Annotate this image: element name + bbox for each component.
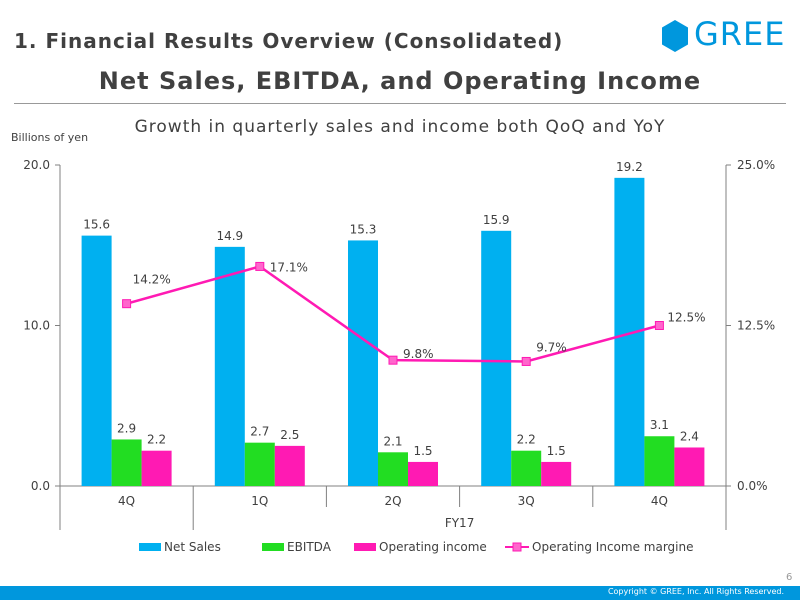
legend-label: EBITDA [287,540,332,554]
margin-point [654,321,664,330]
title-divider [14,103,786,104]
bar-data-label: 15.9 [483,213,510,227]
logo-text: GREE [694,15,786,53]
bar-data-label: 15.3 [350,222,377,236]
bar-data-label: 2.2 [517,433,536,447]
bar-operating-income [274,445,305,486]
bar-data-label: 15.6 [83,218,110,232]
bar-ebitda [244,442,275,486]
left-tick-label: 20.0 [23,158,50,172]
bar-net-sales [348,240,378,486]
legend-swatch [354,543,376,551]
bar-operating-income [408,461,438,486]
x-group-label: FY17 [445,516,475,530]
margin-point [388,355,398,365]
legend-label: Operating Income margine [532,540,693,554]
bar-operating-income [541,461,572,486]
bar-ebitda [111,439,142,486]
bar-ebitda [511,450,542,486]
main-title: Net Sales, EBITDA, and Operating Income [98,67,702,95]
x-tick-label: 4Q [651,494,668,508]
x-tick-label: 4Q [118,494,135,508]
margin-data-label: 14.2% [133,273,171,287]
bar-ebitda [644,436,675,486]
left-tick-label: 10.0 [23,319,50,333]
margin-point [255,261,265,271]
bar-data-label: 2.4 [680,429,699,443]
bar-data-label: 19.2 [616,160,643,174]
legend-label: Net Sales [164,540,221,554]
right-tick-label: 25.0% [737,158,775,172]
margin-point [521,356,531,366]
bar-data-label: 2.9 [117,421,136,435]
x-tick-label: 1Q [251,494,268,508]
bar-data-label: 2.7 [250,425,269,439]
x-tick-label: 3Q [518,494,535,508]
legend-label: Operating income [379,540,487,554]
bar-data-label: 3.1 [650,418,669,432]
legend-swatch [139,543,161,551]
bar-data-label: 2.1 [383,434,402,448]
footer-bar: Copyright © GREE, Inc. All Rights Reserv… [0,586,800,600]
bar-net-sales [481,230,512,486]
margin-data-label: 9.8% [403,347,434,361]
bar-data-label: 1.5 [413,444,432,458]
legend-marker [512,542,522,552]
margin-data-label: 9.7% [536,340,567,354]
copyright-text: Copyright © GREE, Inc. All Rights Reserv… [607,587,784,596]
bar-data-label: 14.9 [216,229,243,243]
legend-swatch [262,543,284,551]
right-tick-label: 12.5% [737,319,775,333]
margin-data-label: 12.5% [667,311,705,325]
page-number: 6 [786,572,793,583]
margin-line [126,265,660,363]
left-tick-label: 0.0 [31,479,50,493]
gree-logo: GREE [660,16,784,54]
y-axis-unit-label: Billions of yen [11,131,89,144]
bar-ebitda [378,452,408,486]
section-title: 1. Financial Results Overview (Consolida… [14,29,564,53]
bar-data-label: 2.2 [147,433,166,447]
right-tick-label: 0.0% [737,479,768,493]
bar-data-label: 1.5 [547,444,566,458]
hexagon-logo-icon [662,20,688,52]
bar-data-label: 2.5 [280,428,299,442]
margin-data-label: 17.1% [270,260,308,274]
bar-net-sales [81,235,112,486]
bar-net-sales [214,246,245,486]
x-tick-label: 2Q [384,494,401,508]
bar-operating-income [141,450,172,486]
bar-operating-income [674,447,705,486]
subtitle: Growth in quarterly sales and income bot… [134,117,666,137]
margin-point [122,299,132,309]
